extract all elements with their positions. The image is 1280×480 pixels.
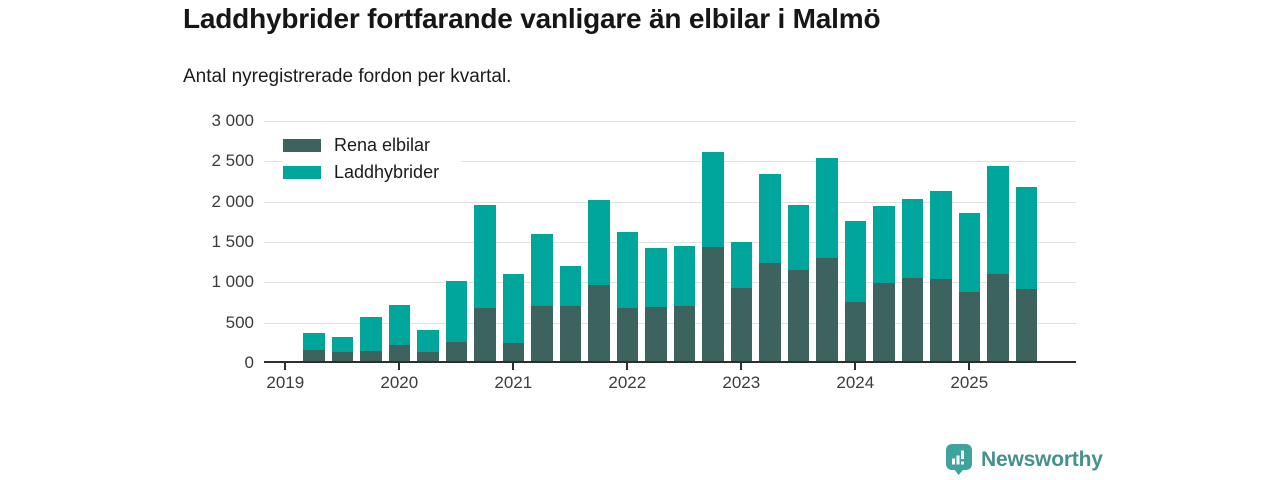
newsworthy-logo-text: Newsworthy [981, 447, 1103, 471]
bar-segment-laddhybrider [474, 204, 496, 308]
bar-segment-laddhybrider [417, 329, 439, 352]
chart-subtitle: Antal nyregistrerade fordon per kvartal. [183, 66, 512, 87]
bar-segment-rena-elbilar [388, 345, 411, 362]
bar-segment-laddhybrider [787, 205, 810, 271]
gridline [264, 201, 1076, 203]
gridline [264, 242, 1076, 243]
plot-area: 0 500 1 000 1 500 2 000 2 500 3 000 2019 2020 202… [211, 111, 1076, 392]
bar-segment-laddhybrider [759, 173, 781, 264]
x-tick-label: 2023 [722, 373, 761, 392]
bar-segment-rena-elbilar [331, 351, 354, 362]
bar-segment-rena-elbilar [787, 270, 810, 362]
page-title: Laddhybrider fortfarande vanligare än el… [183, 3, 881, 34]
x-tick-label: 2020 [380, 373, 419, 392]
legend-swatch-rena-elbilar [283, 139, 321, 152]
bar-segment-rena-elbilar [759, 263, 781, 362]
newsworthy-logo[interactable]: Newsworthy [946, 444, 1103, 475]
bar-segment-rena-elbilar [360, 350, 382, 362]
legend-swatch-laddhybrider [283, 166, 321, 179]
bar-segment-laddhybrider [616, 231, 639, 308]
x-tick-label: 2025 [950, 373, 989, 392]
bar-segment-rena-elbilar [303, 349, 325, 362]
gridline [264, 322, 1076, 324]
y-tick-label: 1 500 [211, 232, 254, 251]
bar-segment-laddhybrider [816, 158, 838, 258]
bar-segment-laddhybrider [531, 233, 553, 306]
bar-segment-laddhybrider [559, 266, 582, 306]
bar-segment-rena-elbilar [616, 307, 639, 362]
bar-segment-laddhybrider [873, 206, 895, 284]
bar-segment-laddhybrider [645, 247, 667, 308]
bar-segment-laddhybrider [1015, 186, 1038, 289]
bar-segment-laddhybrider [388, 305, 411, 346]
bar-segment-rena-elbilar [474, 307, 496, 362]
bar-segment-rena-elbilar [445, 341, 468, 362]
bar-segment-rena-elbilar [417, 351, 439, 362]
bar-segment-rena-elbilar [901, 278, 924, 362]
bar-segment-rena-elbilar [816, 257, 838, 362]
bar-segment-laddhybrider [360, 317, 382, 351]
bar-segment-laddhybrider [702, 152, 724, 248]
y-tick-label: 3 000 [211, 111, 254, 130]
bar-segment-rena-elbilar [873, 283, 895, 362]
gridline [264, 161, 1076, 163]
y-tick-label: 1 000 [211, 272, 254, 292]
gridline [264, 121, 1076, 122]
bar-segment-laddhybrider [303, 332, 325, 350]
x-axis-tick [284, 363, 287, 370]
gridline [264, 282, 1076, 284]
bar-segment-rena-elbilar [531, 305, 553, 362]
x-axis-tick [740, 363, 743, 370]
bar-segment-laddhybrider [930, 191, 952, 279]
x-axis-line [264, 361, 1076, 363]
chart-legend: Rena elbilar Laddhybrider [283, 130, 462, 190]
bar-segment-rena-elbilar [1015, 288, 1038, 362]
y-tick-label: 0 [244, 353, 254, 372]
legend-item-rena-elbilar: Rena elbilar [283, 132, 439, 159]
bar-segment-laddhybrider [331, 337, 354, 352]
bar-segment-laddhybrider [673, 245, 696, 306]
bar-segment-rena-elbilar [730, 288, 753, 362]
y-tick-label: 2 500 [211, 151, 254, 171]
bar-segment-rena-elbilar [844, 301, 867, 362]
x-tick-label: 2021 [494, 373, 533, 392]
y-tick-label: 500 [225, 312, 254, 332]
bar-segment-rena-elbilar [958, 292, 981, 362]
bar-segment-rena-elbilar [702, 247, 724, 362]
bar-segment-rena-elbilar [645, 307, 667, 362]
bar-segment-rena-elbilar [502, 343, 525, 362]
x-axis-tick [854, 363, 857, 370]
bar-segment-laddhybrider [901, 198, 924, 279]
legend-item-laddhybrider: Laddhybrider [283, 159, 439, 186]
bar-segment-laddhybrider [445, 281, 468, 342]
bar-segment-rena-elbilar [559, 305, 582, 362]
bar-segment-laddhybrider [730, 241, 753, 289]
x-axis-tick [626, 363, 629, 370]
bar-segment-laddhybrider [588, 200, 610, 286]
x-axis-tick [968, 363, 971, 370]
bar-segment-rena-elbilar [987, 273, 1009, 362]
bar-segment-laddhybrider [502, 274, 525, 344]
legend-label: Laddhybrider [334, 162, 440, 182]
bar-segment-rena-elbilar [673, 305, 696, 362]
x-tick-label: 2019 [266, 373, 305, 392]
x-tick-label: 2024 [836, 373, 875, 392]
x-axis-tick [398, 363, 401, 370]
x-axis-tick [512, 363, 515, 370]
bar-segment-rena-elbilar [588, 285, 610, 362]
bar-segment-rena-elbilar [930, 278, 952, 362]
bar-segment-laddhybrider [844, 220, 867, 302]
legend-label: Rena elbilar [334, 135, 431, 155]
x-tick-label: 2022 [608, 373, 647, 392]
bar-segment-laddhybrider [987, 166, 1009, 274]
bar-segment-laddhybrider [958, 212, 981, 293]
newsworthy-badge-icon [946, 444, 972, 475]
y-tick-label: 2 000 [211, 191, 254, 211]
